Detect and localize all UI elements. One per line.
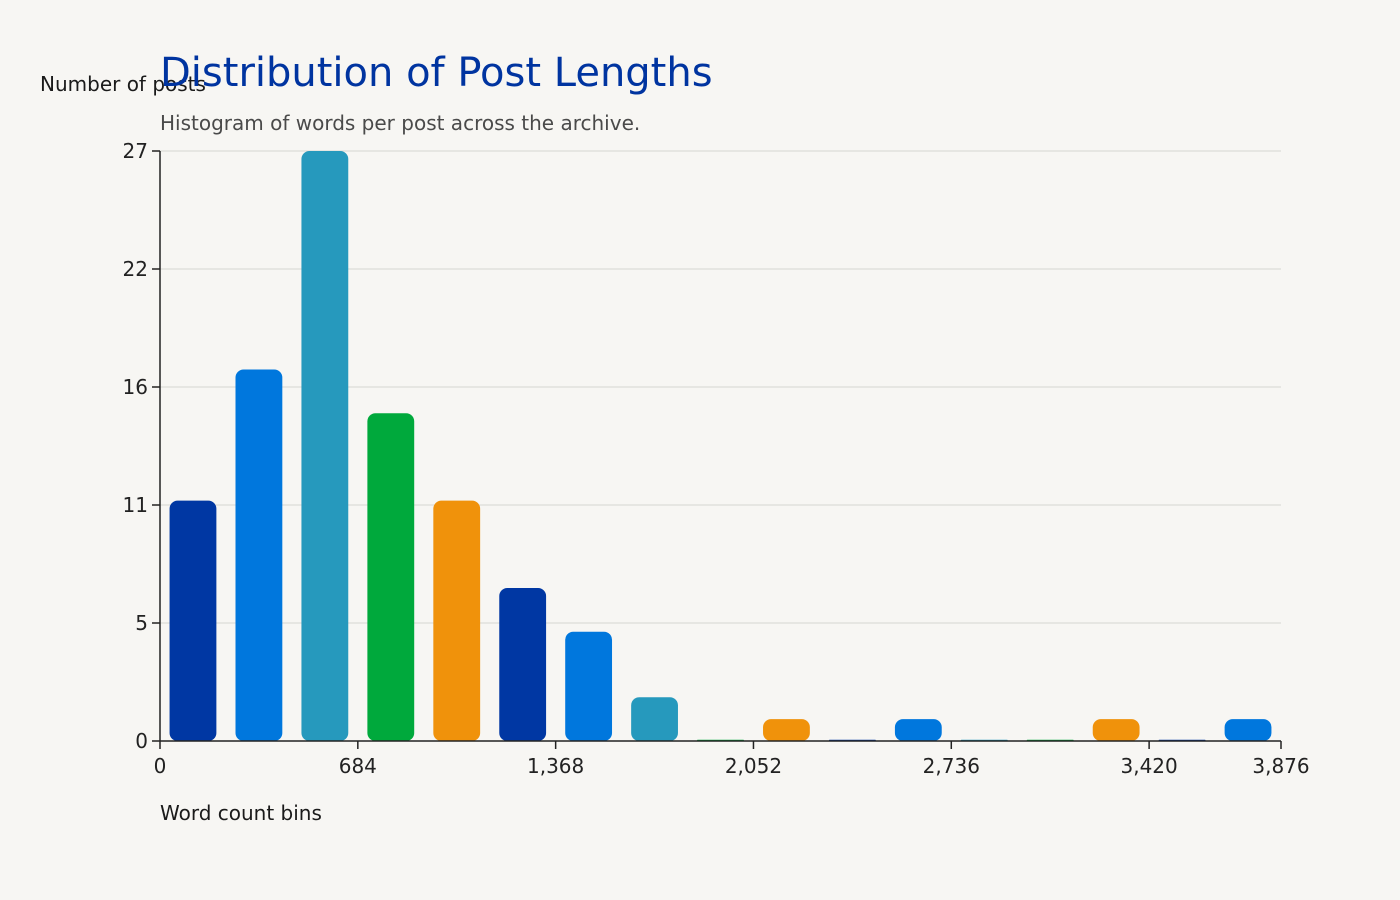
y-tick-label: 5 — [135, 611, 148, 635]
x-tick-label: 3,420 — [1120, 754, 1177, 778]
x-tick-label: 1,368 — [527, 754, 584, 778]
histogram-bar — [631, 697, 678, 741]
y-tick-label: 16 — [123, 375, 148, 399]
histogram-bar — [499, 588, 547, 741]
x-tick-label: 2,052 — [725, 754, 782, 778]
histogram-bar — [894, 719, 942, 741]
histogram-bar — [235, 369, 283, 741]
y-tick-label: 0 — [135, 729, 148, 753]
y-tick-label: 27 — [123, 139, 148, 163]
histogram-bar — [565, 631, 613, 741]
x-tick-label: 3,876 — [1252, 754, 1309, 778]
histogram-bar — [763, 719, 810, 741]
y-tick-label: 22 — [123, 257, 148, 281]
y-tick-label: 11 — [123, 493, 148, 517]
histogram-bar — [433, 500, 481, 741]
x-axis-label: Word count bins — [160, 801, 322, 825]
chart-title: Distribution of Post Lengths — [160, 50, 713, 96]
histogram-bar — [1092, 719, 1140, 741]
histogram-bar — [367, 413, 415, 741]
histogram-bar — [301, 151, 349, 741]
chart-subtitle: Histogram of words per post across the a… — [160, 111, 641, 135]
histogram-bar — [1224, 719, 1272, 741]
x-tick-label: 684 — [339, 754, 377, 778]
histogram-bar — [169, 500, 217, 741]
x-tick-label: 0 — [154, 754, 167, 778]
y-axis-label: Number of posts — [40, 72, 206, 96]
x-tick-label: 2,736 — [923, 754, 980, 778]
